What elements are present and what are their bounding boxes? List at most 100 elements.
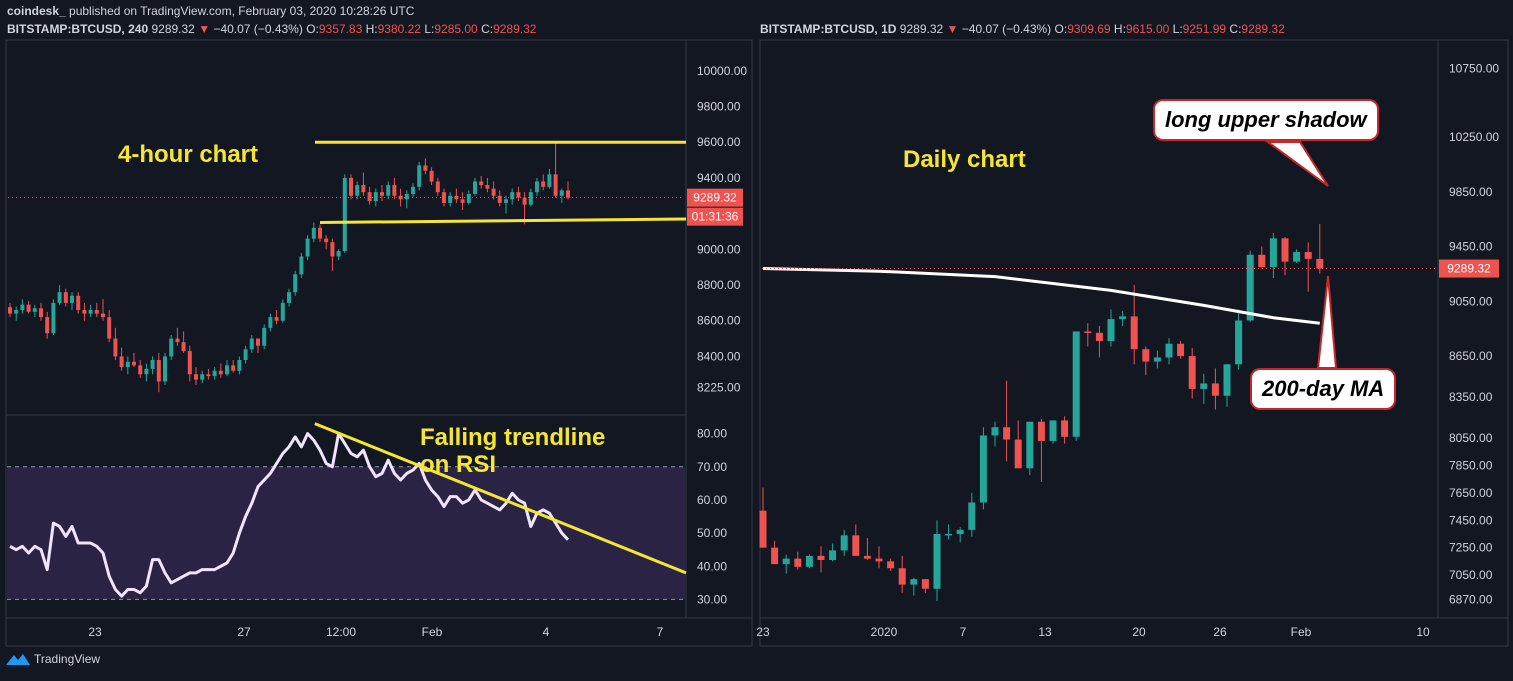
right-symbol: BITSTAMP:BTCUSD, 1D	[760, 22, 897, 36]
daily-candle-body	[1142, 349, 1150, 362]
daily-candle-body	[1153, 357, 1161, 362]
daily-candle-body	[991, 427, 999, 436]
candle-body	[417, 165, 422, 187]
daily-candle-body	[1316, 258, 1324, 269]
daily-candle-body	[875, 558, 883, 562]
candle-body	[280, 302, 285, 321]
callout-200-day-ma: 200-day MA	[1250, 368, 1397, 410]
left-change: −40.07 (−0.43%)	[213, 22, 303, 36]
annotation-4h-chart: 4-hour chart	[118, 141, 258, 168]
daily-candle-body	[1269, 238, 1277, 268]
daily-candle-body	[1061, 420, 1069, 437]
daily-candle-body	[1014, 439, 1022, 469]
daily-candle-body	[1258, 254, 1266, 268]
daily-candle-body	[1084, 331, 1092, 333]
candle-body	[20, 304, 25, 311]
callout-long-upper-shadow: long upper shadow	[1153, 99, 1379, 141]
daily-x-tick-label: Feb	[1291, 625, 1312, 639]
candle-body	[504, 199, 508, 203]
publisher: coindesk_	[7, 4, 66, 18]
candle-body	[107, 317, 112, 339]
tradingview-logo-icon	[6, 654, 30, 665]
daily-candle-body	[1165, 343, 1173, 358]
candle-body	[318, 227, 322, 239]
4h-x-tick-label: 4	[543, 625, 550, 639]
candle-body	[392, 185, 397, 196]
candle-body	[76, 295, 81, 311]
daily-candle-body	[1107, 319, 1115, 342]
candle-body	[150, 360, 155, 369]
candle-body	[39, 308, 43, 318]
candle-body	[429, 170, 434, 182]
candle-body	[299, 256, 304, 275]
4h-y-tick-label: 9800.00	[697, 99, 741, 113]
rsi-line	[9, 432, 570, 598]
candle-body	[206, 374, 211, 377]
daily-candle-body	[1235, 320, 1243, 365]
daily-candle-body	[921, 579, 929, 589]
down-arrow-icon: ▼	[946, 22, 959, 36]
daily-candle-body	[794, 558, 802, 567]
daily-candle-body	[968, 502, 976, 530]
daily-x-tick-label: 26	[1213, 625, 1227, 639]
daily-candle-body	[840, 535, 848, 551]
candle-body	[101, 313, 105, 318]
candle-body	[466, 193, 471, 203]
left-price: 9289.32	[151, 22, 195, 36]
candle-body	[119, 356, 124, 368]
left-open: 9357.83	[318, 22, 363, 36]
daily-x-tick-label: 10	[1416, 625, 1430, 639]
daily-y-tick-label: 9450.00	[1449, 240, 1493, 254]
candle-body	[491, 188, 496, 196]
candle-body	[231, 365, 236, 371]
candle-body	[497, 195, 502, 203]
daily-x-tick-label: 13	[1038, 625, 1052, 639]
candle-body	[70, 295, 74, 303]
candle-body	[380, 192, 384, 196]
candle-body	[293, 274, 298, 293]
rsi-y-tick-label: 50.00	[697, 526, 727, 540]
daily-candle-body	[782, 558, 790, 565]
candle-body	[355, 185, 360, 196]
candle-body	[8, 307, 12, 314]
daily-candle-body	[1177, 343, 1185, 357]
left-high: 9380.22	[377, 22, 421, 36]
candle-body	[435, 181, 440, 193]
candle-body	[566, 190, 570, 198]
right-low: 9251.99	[1182, 22, 1227, 36]
down-arrow-icon: ▼	[198, 22, 211, 36]
daily-candle-body	[1304, 252, 1312, 259]
4h-last-price-badge	[687, 188, 743, 207]
long-shadow-pointer	[1264, 141, 1329, 187]
daily-y-tick-label: 7450.00	[1449, 513, 1493, 527]
candle-body	[225, 365, 229, 375]
daily-candle-body	[945, 533, 953, 536]
4h-x-tick-label: 7	[657, 625, 664, 639]
candle-body	[212, 370, 217, 377]
candle-body	[187, 351, 192, 375]
candle-body	[411, 186, 415, 194]
candle-body	[479, 181, 484, 186]
daily-last-price-badge	[1439, 259, 1499, 278]
candle-body	[82, 310, 87, 314]
daily-candle-body	[863, 555, 871, 559]
daily-y-tick-label: 7850.00	[1449, 459, 1493, 473]
daily-y-tick-label: 7250.00	[1449, 541, 1493, 555]
daily-y-tick-label: 10750.00	[1449, 62, 1499, 76]
candle-body	[237, 360, 242, 371]
right-high: 9615.00	[1125, 22, 1170, 36]
candle-body	[448, 195, 453, 203]
candle-body	[373, 192, 378, 202]
daily-candle-body	[1200, 383, 1208, 389]
candle-body	[181, 342, 186, 352]
daily-candle-body	[1293, 252, 1301, 262]
daily-y-tick-label: 9050.00	[1449, 294, 1493, 308]
candle-body	[200, 374, 205, 380]
candle-body	[144, 368, 149, 375]
support-line	[319, 217, 687, 225]
candle-body	[45, 317, 50, 334]
daily-candle-body	[1049, 420, 1057, 441]
candle-body	[218, 370, 223, 375]
candle-body	[57, 292, 62, 303]
